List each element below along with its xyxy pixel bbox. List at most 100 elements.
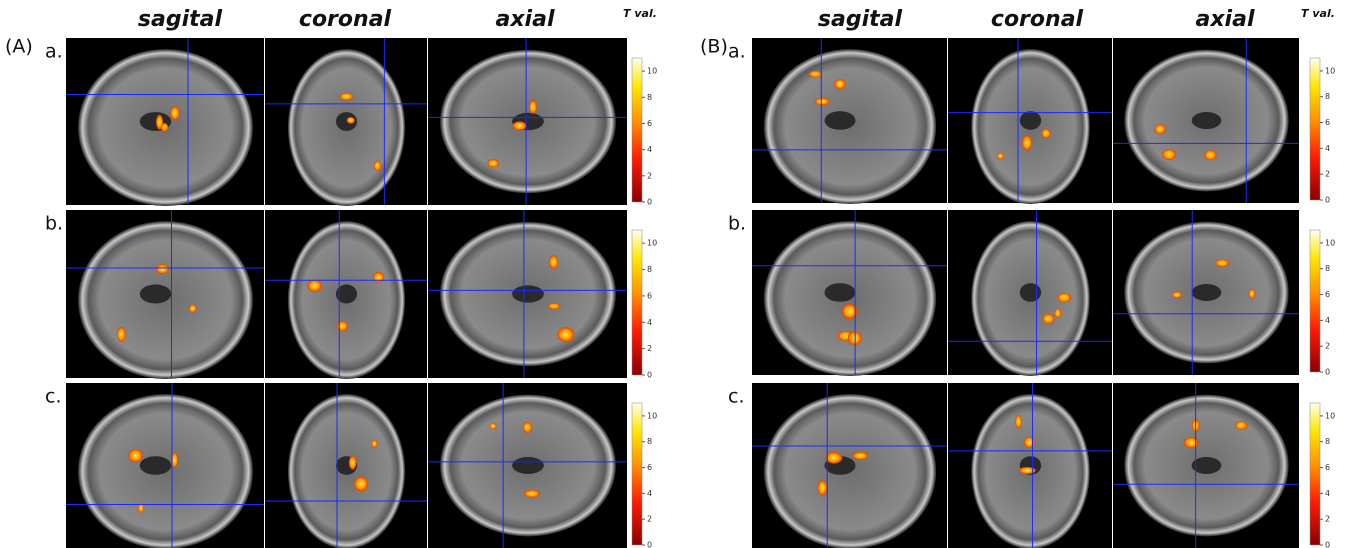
ventricle — [1020, 283, 1041, 302]
activation — [156, 264, 169, 274]
colorbar-tick-label: 0 — [1325, 541, 1330, 548]
activation — [339, 93, 353, 101]
colorbar-title: T val. — [623, 7, 657, 20]
activation — [1162, 149, 1176, 160]
colorbar — [632, 230, 642, 375]
activation — [1054, 308, 1061, 318]
mri-slice — [265, 383, 427, 548]
activation — [814, 98, 829, 105]
activation — [997, 153, 1004, 160]
activation — [189, 304, 197, 312]
colorbar-tick-label: 6 — [647, 463, 652, 472]
ventricle — [140, 456, 172, 475]
colorbar-tick-label: 8 — [647, 437, 652, 446]
row-label: a. — [728, 41, 746, 63]
colorbar-tick-label: 0 — [1325, 196, 1330, 205]
activation — [826, 452, 843, 464]
activation — [1235, 421, 1247, 430]
mri-slice — [66, 383, 264, 548]
activation — [524, 490, 540, 497]
activation — [809, 71, 822, 78]
colorbar-tick-label: 4 — [1325, 489, 1330, 498]
activation — [548, 303, 561, 309]
activation — [373, 272, 384, 283]
colorbar-tick-label: 4 — [647, 489, 652, 498]
row-label: b. — [728, 213, 746, 235]
colorbar-tick-label: 8 — [647, 93, 652, 102]
mri-slice — [265, 38, 427, 206]
activation — [336, 321, 347, 331]
mri-slice — [948, 383, 1112, 548]
colorbar-tick-label: 4 — [647, 318, 652, 327]
activation — [1022, 135, 1032, 150]
colorbar-tick-label: 6 — [1325, 118, 1330, 127]
activation — [156, 115, 163, 130]
activation — [1015, 415, 1022, 428]
colorbar-tick-label: 6 — [647, 291, 652, 300]
activation — [170, 106, 179, 120]
colorbar-tick-label: 8 — [647, 265, 652, 274]
mri-slice — [752, 210, 947, 376]
colorbar-tick-label: 0 — [647, 541, 652, 548]
colorbar-tick-label: 2 — [647, 515, 652, 524]
view-header: coronal — [991, 7, 1084, 32]
colorbar-tick-label: 10 — [1325, 411, 1335, 420]
colorbar-tick-label: 2 — [1325, 515, 1330, 524]
activation — [557, 327, 574, 342]
row-label: c. — [45, 386, 62, 408]
colorbar-tick-label: 0 — [647, 198, 652, 207]
ventricle — [140, 285, 172, 304]
activation — [488, 159, 499, 167]
panel-label: (A) — [5, 36, 33, 58]
mri-slice — [265, 210, 427, 379]
activation — [1184, 437, 1199, 448]
colorbar-tick-label: 10 — [647, 411, 657, 420]
ventricle — [1192, 112, 1222, 129]
activation — [308, 279, 322, 291]
activation — [117, 327, 126, 342]
row-label: a. — [45, 41, 63, 63]
colorbar-tick-label: 4 — [647, 145, 652, 154]
activation — [529, 100, 537, 114]
mri-slice — [948, 38, 1112, 204]
colorbar-tick-label: 10 — [1325, 238, 1335, 247]
activation — [374, 161, 381, 171]
activation — [1172, 292, 1182, 298]
view-header: axial — [1196, 7, 1255, 32]
row-label: c. — [728, 386, 745, 408]
activation — [1204, 150, 1216, 160]
colorbar — [1310, 230, 1320, 372]
ventricle — [824, 283, 855, 302]
view-header: sagital — [138, 7, 223, 32]
activation — [1057, 293, 1071, 303]
mri-slice — [1113, 38, 1299, 203]
colorbar-title: T val. — [1301, 7, 1335, 20]
activation — [818, 480, 828, 495]
colorbar — [632, 403, 642, 545]
activation — [354, 477, 368, 492]
colorbar-tick-label: 0 — [1325, 368, 1330, 377]
colorbar-tick-label: 8 — [1325, 264, 1330, 273]
colorbar-tick-label: 2 — [1325, 342, 1330, 351]
colorbar — [1310, 403, 1320, 545]
activation — [349, 456, 357, 470]
activation — [523, 422, 532, 433]
colorbar — [1310, 58, 1320, 200]
activation — [512, 121, 526, 130]
activation — [1249, 289, 1255, 299]
activation — [1041, 129, 1050, 139]
mri-slice — [948, 210, 1112, 376]
activation — [1042, 314, 1054, 324]
activation — [1154, 124, 1165, 134]
colorbar-tick-label: 6 — [1325, 290, 1330, 299]
view-header: sagital — [818, 7, 903, 32]
colorbar-tick-label: 2 — [647, 171, 652, 180]
activation — [1215, 259, 1229, 267]
colorbar-tick-label: 6 — [647, 119, 652, 128]
colorbar-tick-label: 8 — [1325, 92, 1330, 101]
mri-slice — [428, 383, 627, 548]
activation — [347, 117, 355, 124]
colorbar — [632, 58, 642, 202]
colorbar-tick-label: 10 — [1325, 66, 1335, 75]
mri-slice — [752, 38, 947, 204]
